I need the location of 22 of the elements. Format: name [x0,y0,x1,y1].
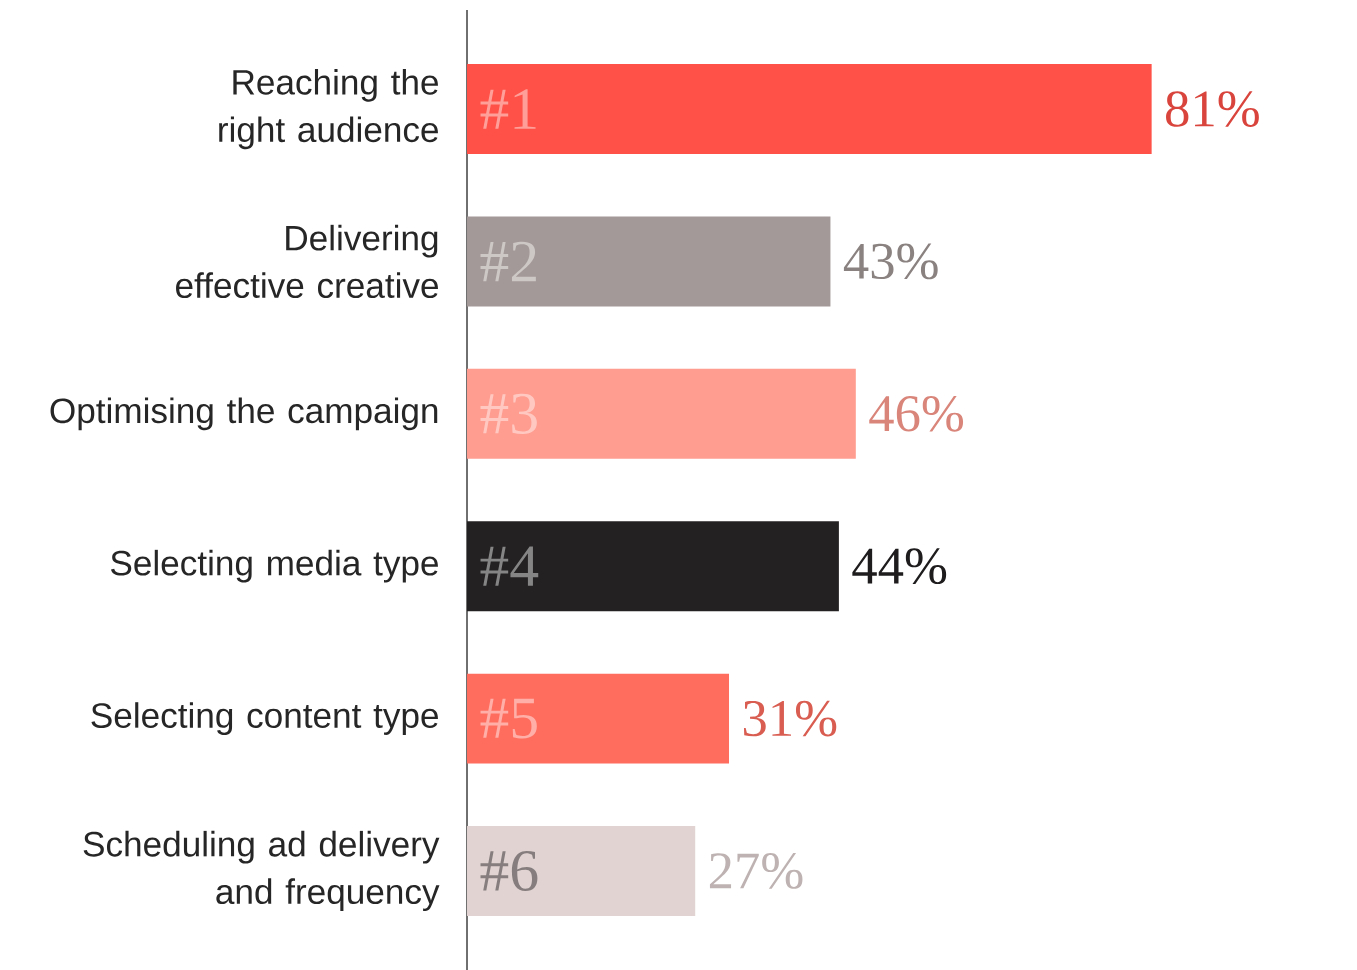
bar [467,826,696,916]
data-label: 81% [1166,91,1259,127]
bar [467,521,839,612]
data-label: 27% [709,853,803,889]
annotation: #1 [480,89,536,129]
annotation: #6 [480,850,538,892]
y-tick-label: Selecting content type [91,702,438,735]
bar [467,368,856,459]
y-tick-label: Selecting media type [111,549,438,583]
y-tick-label: Delivering effective creative [176,224,438,299]
y-tick-label: Scheduling ad delivery and frequency [83,830,440,912]
data-label: 44% [852,548,947,585]
bar [467,216,831,307]
data-label: 31% [743,700,837,737]
y-tick-label: Optimising the campaign [50,397,438,431]
bar [467,64,1152,155]
annotation: #5 [480,698,537,739]
data-label: 43% [843,243,938,280]
bar [467,673,730,764]
data-label: 46% [869,395,964,432]
annotation: #4 [480,546,539,586]
y-tick-label: Reaching the right audience [219,68,438,150]
